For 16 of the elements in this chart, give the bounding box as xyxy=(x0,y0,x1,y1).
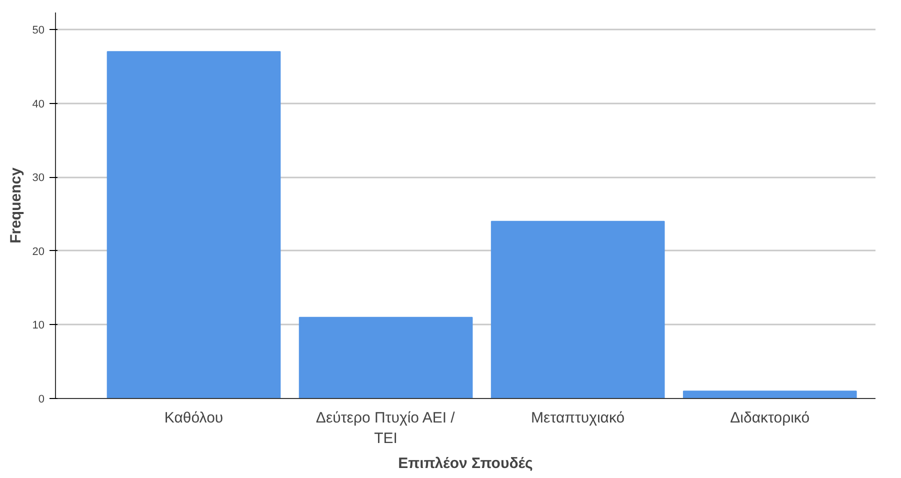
y-tick-label: 30 xyxy=(32,172,45,184)
bar xyxy=(106,51,281,398)
y-tick-label: 40 xyxy=(32,98,45,110)
x-tick-label: Διδακτορικό xyxy=(730,410,810,426)
x-tick-label: Καθόλου xyxy=(164,410,224,426)
y-tick-label: 10 xyxy=(32,320,45,332)
y-tick-label: 20 xyxy=(32,246,45,258)
y-tick-label: 50 xyxy=(32,24,45,36)
bar xyxy=(298,316,473,398)
bar xyxy=(682,390,857,398)
y-axis-title: Frequency xyxy=(7,166,24,244)
y-tick-label: 0 xyxy=(38,394,45,406)
x-tick-label: Μεταπτυχιακό xyxy=(531,410,625,426)
x-axis-title: Επιπλέον Σπουδές xyxy=(398,454,534,472)
bar xyxy=(490,220,665,398)
x-tick-label: Δεύτερο Πτυχίο ΑΕΙ / ΤΕΙ xyxy=(316,410,456,447)
